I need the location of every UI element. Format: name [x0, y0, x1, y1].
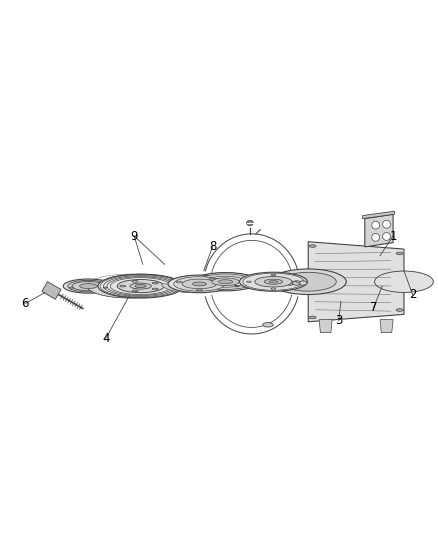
- Polygon shape: [365, 214, 393, 247]
- Ellipse shape: [396, 309, 403, 311]
- Text: 9: 9: [131, 230, 138, 243]
- Ellipse shape: [130, 283, 151, 289]
- Polygon shape: [363, 211, 394, 219]
- Ellipse shape: [247, 221, 253, 225]
- Ellipse shape: [70, 287, 74, 288]
- Ellipse shape: [269, 280, 278, 283]
- Ellipse shape: [271, 288, 276, 289]
- Text: 4: 4: [102, 332, 110, 345]
- Ellipse shape: [193, 272, 258, 291]
- Ellipse shape: [198, 274, 253, 289]
- Text: 1: 1: [389, 230, 397, 243]
- Text: 2: 2: [409, 288, 417, 301]
- Polygon shape: [162, 275, 231, 293]
- Ellipse shape: [182, 279, 217, 289]
- Polygon shape: [308, 241, 404, 322]
- Ellipse shape: [193, 282, 206, 286]
- Ellipse shape: [63, 279, 114, 293]
- Polygon shape: [319, 320, 332, 333]
- Ellipse shape: [206, 276, 245, 287]
- Ellipse shape: [243, 273, 304, 290]
- Ellipse shape: [176, 281, 182, 283]
- Ellipse shape: [80, 284, 97, 288]
- Ellipse shape: [152, 288, 158, 290]
- Ellipse shape: [271, 274, 276, 276]
- Polygon shape: [87, 274, 184, 298]
- Ellipse shape: [135, 285, 146, 288]
- Ellipse shape: [270, 269, 346, 295]
- Text: 6: 6: [21, 297, 29, 310]
- Ellipse shape: [174, 277, 225, 291]
- Ellipse shape: [286, 281, 294, 285]
- Ellipse shape: [120, 285, 126, 287]
- Ellipse shape: [196, 289, 202, 291]
- Ellipse shape: [168, 275, 231, 293]
- Ellipse shape: [236, 286, 239, 287]
- Ellipse shape: [293, 281, 300, 285]
- Ellipse shape: [372, 233, 380, 241]
- Ellipse shape: [374, 271, 433, 293]
- Ellipse shape: [86, 280, 91, 282]
- Ellipse shape: [396, 252, 403, 255]
- Ellipse shape: [219, 280, 233, 284]
- Text: 7: 7: [370, 301, 377, 314]
- Ellipse shape: [264, 279, 283, 284]
- Ellipse shape: [117, 279, 164, 293]
- Ellipse shape: [247, 281, 251, 282]
- Ellipse shape: [255, 277, 292, 287]
- Ellipse shape: [263, 322, 273, 327]
- Text: 8: 8: [209, 240, 216, 253]
- Ellipse shape: [98, 274, 184, 298]
- Ellipse shape: [209, 278, 215, 280]
- Ellipse shape: [309, 245, 316, 247]
- Ellipse shape: [383, 220, 391, 228]
- Text: 3: 3: [335, 314, 343, 327]
- Ellipse shape: [372, 221, 380, 229]
- Ellipse shape: [296, 281, 300, 282]
- Ellipse shape: [132, 290, 138, 292]
- Ellipse shape: [212, 278, 239, 286]
- Ellipse shape: [103, 287, 107, 288]
- Ellipse shape: [309, 316, 316, 319]
- Ellipse shape: [152, 282, 158, 284]
- Ellipse shape: [132, 280, 138, 282]
- Ellipse shape: [240, 272, 307, 291]
- Ellipse shape: [280, 272, 336, 291]
- Ellipse shape: [299, 281, 307, 285]
- Ellipse shape: [383, 232, 391, 240]
- Polygon shape: [42, 281, 61, 299]
- Polygon shape: [184, 272, 258, 291]
- Polygon shape: [380, 320, 393, 333]
- Ellipse shape: [72, 281, 105, 290]
- Ellipse shape: [68, 280, 109, 292]
